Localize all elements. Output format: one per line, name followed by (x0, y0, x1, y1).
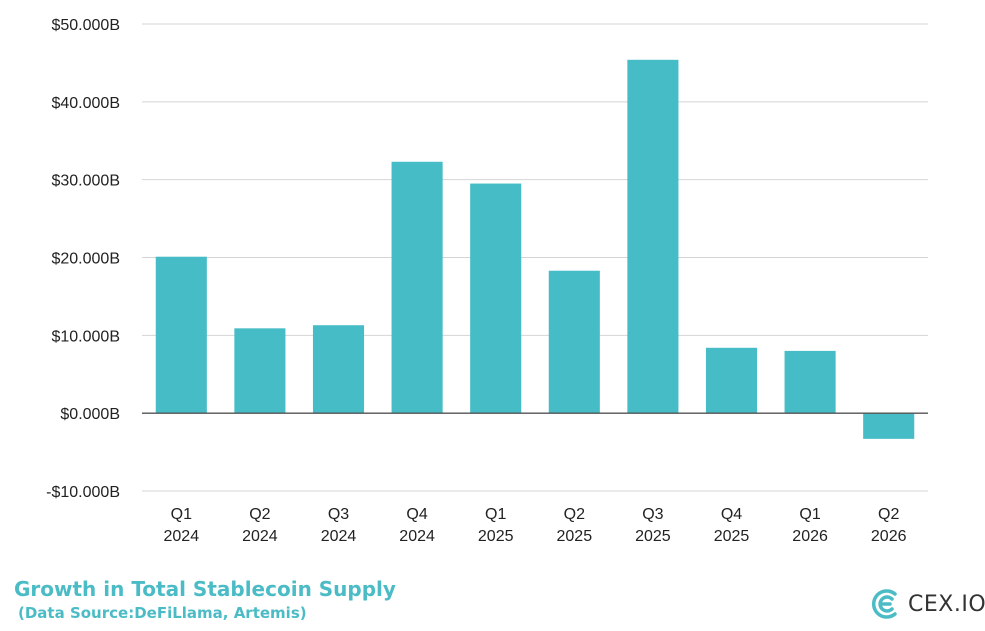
y-tick-label: $0.000B (60, 406, 120, 423)
bar (391, 161, 443, 414)
bar (705, 347, 758, 414)
x-tick-label-quarter: Q2 (249, 506, 270, 523)
x-tick-label-year: 2024 (321, 528, 357, 545)
x-axis-category-labels: Q1 2024 Q2 2024 Q3 2024 Q4 2024 Q1 2025 Q2 2025 Q3 20… (164, 506, 907, 545)
x-tick-label-year: 2025 (478, 528, 514, 545)
y-tick-label: $50.000B (51, 17, 120, 34)
bar (548, 270, 600, 414)
brand-logo-text: CEX.IO (908, 591, 985, 617)
x-tick-label-quarter: Q1 (485, 506, 506, 523)
y-tick-label: $30.000B (51, 173, 120, 190)
x-tick-label-quarter: Q1 (171, 506, 192, 523)
x-tick-label-year: 2024 (242, 528, 278, 545)
x-tick-label-year: 2025 (557, 528, 593, 545)
x-tick-label-quarter: Q4 (721, 506, 742, 523)
x-tick-label-quarter: Q1 (799, 506, 820, 523)
x-tick-label-year: 2025 (635, 528, 671, 545)
y-tick-label: $10.000B (51, 328, 120, 345)
bars (155, 59, 915, 439)
x-tick-label-quarter: Q3 (328, 506, 349, 523)
x-tick-label-year: 2024 (399, 528, 435, 545)
bar (234, 328, 286, 414)
x-tick-label-quarter: Q2 (564, 506, 585, 523)
bar (784, 350, 836, 414)
x-tick-label-quarter: Q2 (878, 506, 899, 523)
chart-caption: Growth in Total Stablecoin Supply (Data … (14, 576, 396, 624)
bar-chart: -$10.000B $0.000B $10.000B $20.000B $30.000B… (46, 17, 928, 545)
brand-logo: CEX.IO (868, 584, 985, 624)
bar (627, 59, 679, 414)
chart-title: Growth in Total Stablecoin Supply (14, 577, 396, 601)
y-axis-tick-labels: -$10.000B $0.000B $10.000B $20.000B $30.000B… (46, 17, 120, 501)
x-tick-label-quarter: Q4 (406, 506, 427, 523)
x-tick-label-year: 2026 (871, 528, 907, 545)
y-tick-label: $40.000B (51, 95, 120, 112)
x-tick-label-quarter: Q3 (642, 506, 663, 523)
y-tick-label: -$10.000B (46, 484, 120, 501)
cex-logo-icon (871, 589, 897, 619)
bar (312, 325, 365, 414)
bar (863, 413, 915, 439)
bar (155, 256, 207, 414)
y-tick-label: $20.000B (51, 251, 120, 268)
x-tick-label-year: 2025 (714, 528, 750, 545)
x-tick-label-year: 2026 (792, 528, 828, 545)
bar (470, 183, 522, 414)
grid-lines (142, 23, 928, 492)
x-tick-label-year: 2024 (164, 528, 200, 545)
chart-source: (Data Source:DeFiLlama, Artemis) (18, 604, 307, 622)
